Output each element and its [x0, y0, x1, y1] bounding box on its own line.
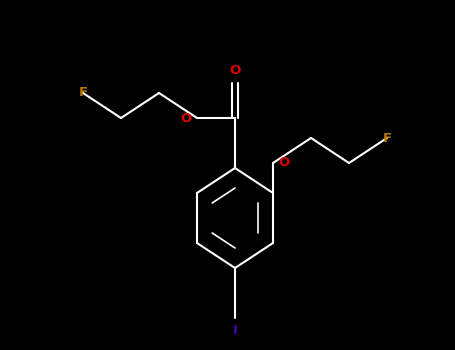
Text: O: O [229, 64, 241, 77]
Text: O: O [278, 156, 289, 169]
Text: O: O [181, 112, 192, 125]
Text: F: F [383, 132, 392, 145]
Text: I: I [233, 324, 238, 337]
Text: F: F [78, 86, 87, 99]
